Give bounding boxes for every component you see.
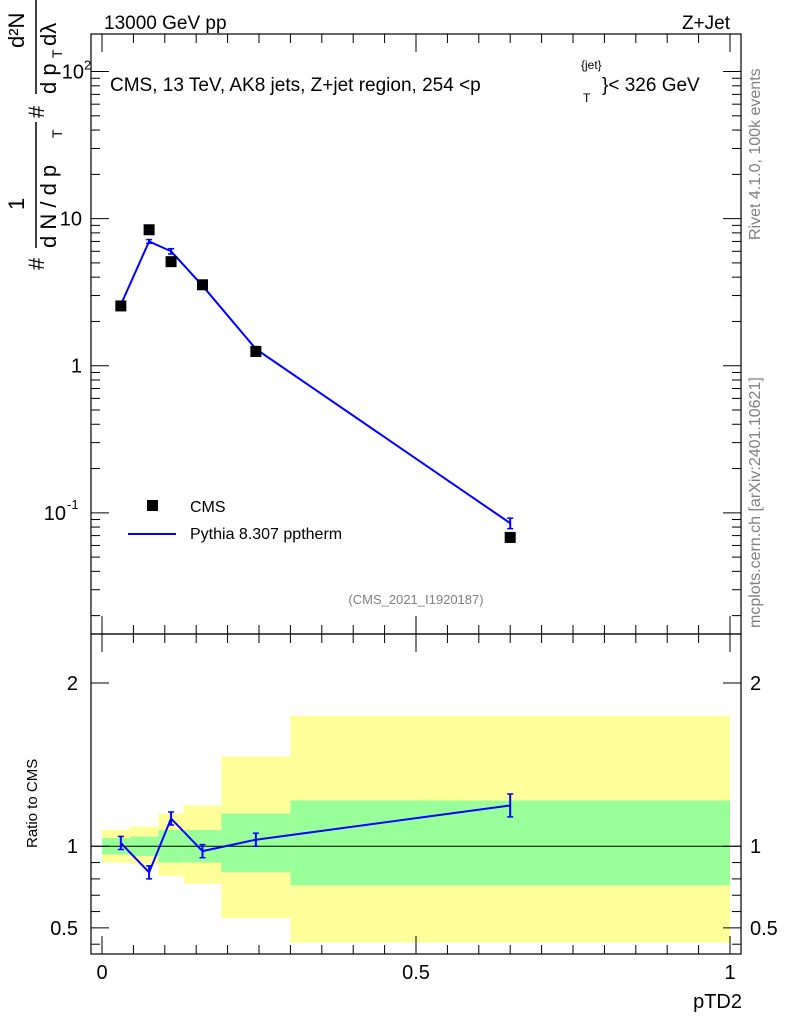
process-label: Z+Jet — [682, 13, 731, 34]
xlabel: pTD2 — [693, 991, 742, 1013]
ratio-y-tick-label-right: 1 — [750, 836, 761, 858]
ratio-axis-ticks: 2 2 1 1 0.5 0.5 0 0.5 1 — [50, 634, 778, 984]
cms-point — [250, 345, 262, 357]
plot-title: CMS, 13 TeV, AK8 jets, Z+jet region, 254… — [110, 58, 700, 105]
ylabel-hash-2: # — [24, 105, 49, 118]
ratio-pythia-line — [120, 804, 511, 875]
ratio-y-tick-label-left: 1 — [67, 836, 78, 858]
main-ylabel: # 1 d N / d p T # d²N d p T dλ — [4, 0, 65, 270]
title-tail: }< 326 GeV — [602, 75, 700, 96]
title-sub: T — [583, 91, 591, 105]
y-tick-exp-0.1: -1 — [67, 497, 79, 512]
cms-point — [196, 279, 208, 291]
y-tick-label-0.1: 10 — [44, 503, 66, 525]
ratio-ylabel: Ratio to CMS — [24, 759, 41, 848]
y-tick-exp-100: 2 — [84, 58, 91, 73]
ylabel-dp: d p — [36, 63, 61, 94]
mcplots-label: mcplots.cern.ch [arXiv:2401.10621] — [747, 377, 764, 628]
analysis-tag: (CMS_2021_I1920187) — [348, 592, 483, 607]
cms-point — [143, 224, 155, 236]
title-sup: {jet} — [581, 58, 602, 72]
cms-point — [504, 531, 516, 543]
legend-label-pythia: Pythia 8.307 pptherm — [190, 526, 342, 543]
beam-label: 13000 GeV pp — [104, 13, 227, 34]
ylabel-hash: # — [24, 257, 49, 270]
legend: CMS Pythia 8.307 pptherm — [128, 499, 342, 543]
ratio-plot-frame — [90, 633, 742, 955]
legend-marker-cms — [147, 500, 158, 511]
x-tick-label-1: 1 — [724, 962, 735, 984]
main-plot-frame — [90, 33, 742, 635]
ratio-uncertainty-bands — [91, 715, 741, 943]
ylabel-dN: d N / d p — [36, 165, 61, 248]
title-main: CMS, 13 TeV, AK8 jets, Z+jet region, 254… — [110, 75, 481, 96]
ratio-y-tick-label-right: 0.5 — [750, 918, 778, 940]
x-tick-label-0.5: 0.5 — [402, 962, 430, 984]
ratio-y-tick-label-left: 2 — [67, 673, 78, 695]
data-layer — [115, 224, 516, 880]
y-tick-label-10: 10 — [60, 209, 82, 231]
pythia-line — [119, 240, 511, 525]
y-tick-label-1: 1 — [71, 356, 82, 378]
ylabel-one: 1 — [4, 198, 29, 210]
legend-label-cms: CMS — [190, 499, 226, 516]
ratio-y-tick-label-right: 2 — [750, 673, 761, 695]
ylabel-dp-sub: T — [49, 49, 65, 58]
ylabel-numerator: d²N — [4, 13, 29, 48]
y-tick-label-100: 10 — [62, 62, 84, 84]
cms-point — [115, 300, 127, 312]
ylabel-dlambda: dλ — [36, 23, 61, 46]
ratio-y-tick-label-left: 0.5 — [50, 918, 78, 940]
rivet-version-label: Rivet 4.1.0, 100k events — [747, 68, 764, 240]
cms-point — [165, 256, 177, 268]
x-tick-label-0: 0 — [96, 962, 107, 984]
ylabel-dN-sub: T — [49, 129, 65, 138]
